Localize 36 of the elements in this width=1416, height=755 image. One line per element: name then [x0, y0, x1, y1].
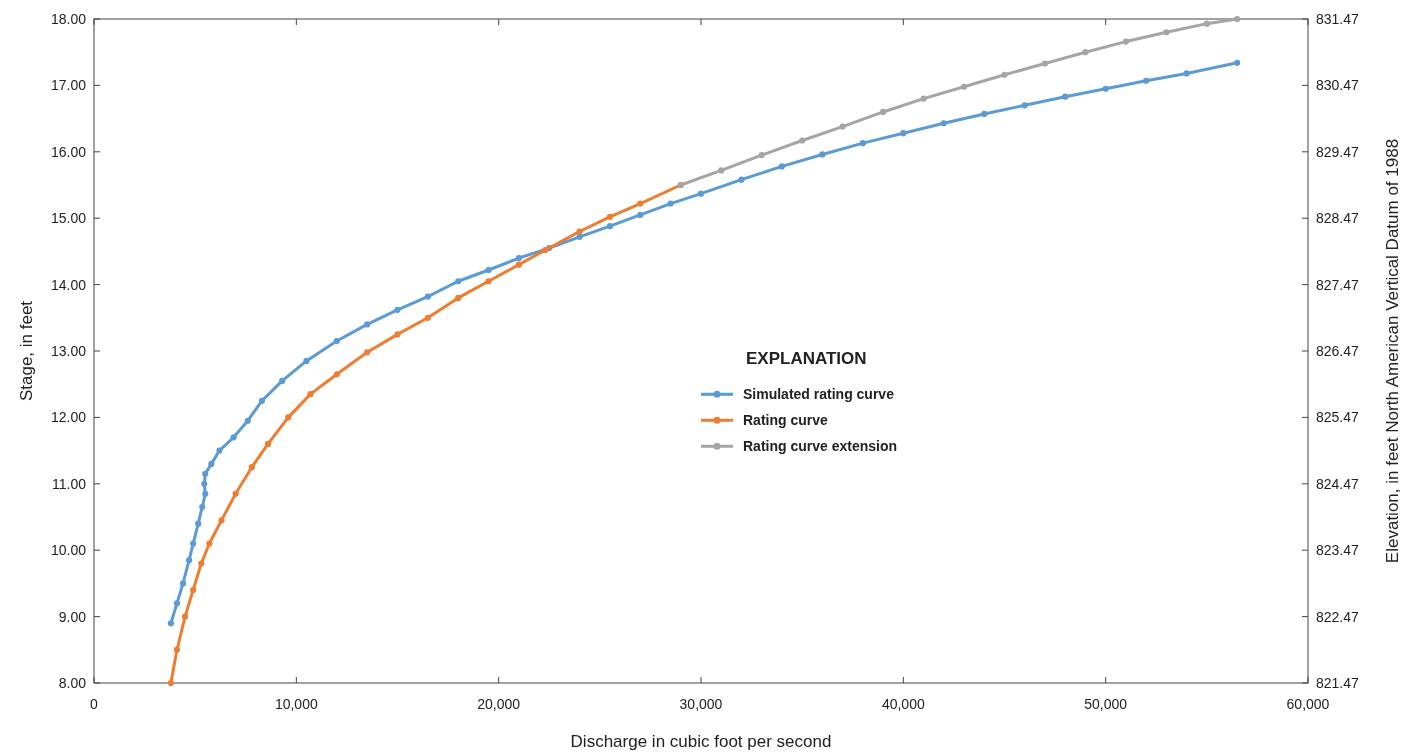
legend-title: EXPLANATION — [746, 349, 867, 369]
y-tick-label: 13.00 — [50, 342, 87, 359]
y2-tick-label: 830.47 — [1316, 77, 1360, 94]
y-tick-label: 18.00 — [50, 10, 87, 27]
y-tick-label: 16.00 — [50, 143, 87, 160]
x-tick-label: 30,000 — [679, 696, 723, 712]
y2-tick-label: 826.47 — [1316, 342, 1360, 359]
y2-tick-label: 827.47 — [1316, 276, 1360, 293]
legend-label: Rating curve extension — [743, 438, 898, 455]
y2-tick-label: 822.47 — [1316, 608, 1360, 625]
y-tick-label: 14.00 — [50, 276, 87, 293]
x-tick-label: 40,000 — [881, 696, 925, 712]
x-tick-label: 0 — [90, 696, 99, 712]
x-tick-label: 50,000 — [1084, 696, 1128, 712]
y2-tick-label: 821.47 — [1316, 674, 1360, 691]
y2-tick-label: 823.47 — [1316, 542, 1360, 559]
x-tick-label: 10,000 — [274, 696, 318, 712]
legend-label: Simulated rating curve — [743, 386, 895, 403]
y-tick-label: 9.00 — [58, 608, 87, 625]
y2-tick-label: 828.47 — [1316, 210, 1360, 227]
y-axis-title: Stage, in feet — [17, 300, 36, 402]
y-tick-label: 8.00 — [58, 674, 87, 691]
y-tick-label: 12.00 — [50, 409, 87, 426]
y-tick-label: 15.00 — [50, 210, 87, 227]
x-axis-title: Discharge in cubic foot per second — [570, 732, 832, 751]
x-tick-label: 20,000 — [477, 696, 521, 712]
y2-tick-label: 829.47 — [1316, 143, 1360, 160]
y2-tick-label: 824.47 — [1316, 475, 1360, 492]
y2-tick-label: 831.47 — [1316, 10, 1360, 27]
y2-axis-title: Elevation, in feet North American Vertical Datum of 1988 — [1383, 138, 1402, 564]
y2-tick-label: 825.47 — [1316, 409, 1360, 426]
y-tick-label: 11.00 — [52, 475, 87, 492]
y-tick-label: 10.00 — [50, 542, 87, 559]
legend-label: Rating curve — [743, 412, 829, 429]
y-tick-label: 17.00 — [50, 77, 87, 94]
x-tick-label: 60,000 — [1286, 696, 1330, 712]
